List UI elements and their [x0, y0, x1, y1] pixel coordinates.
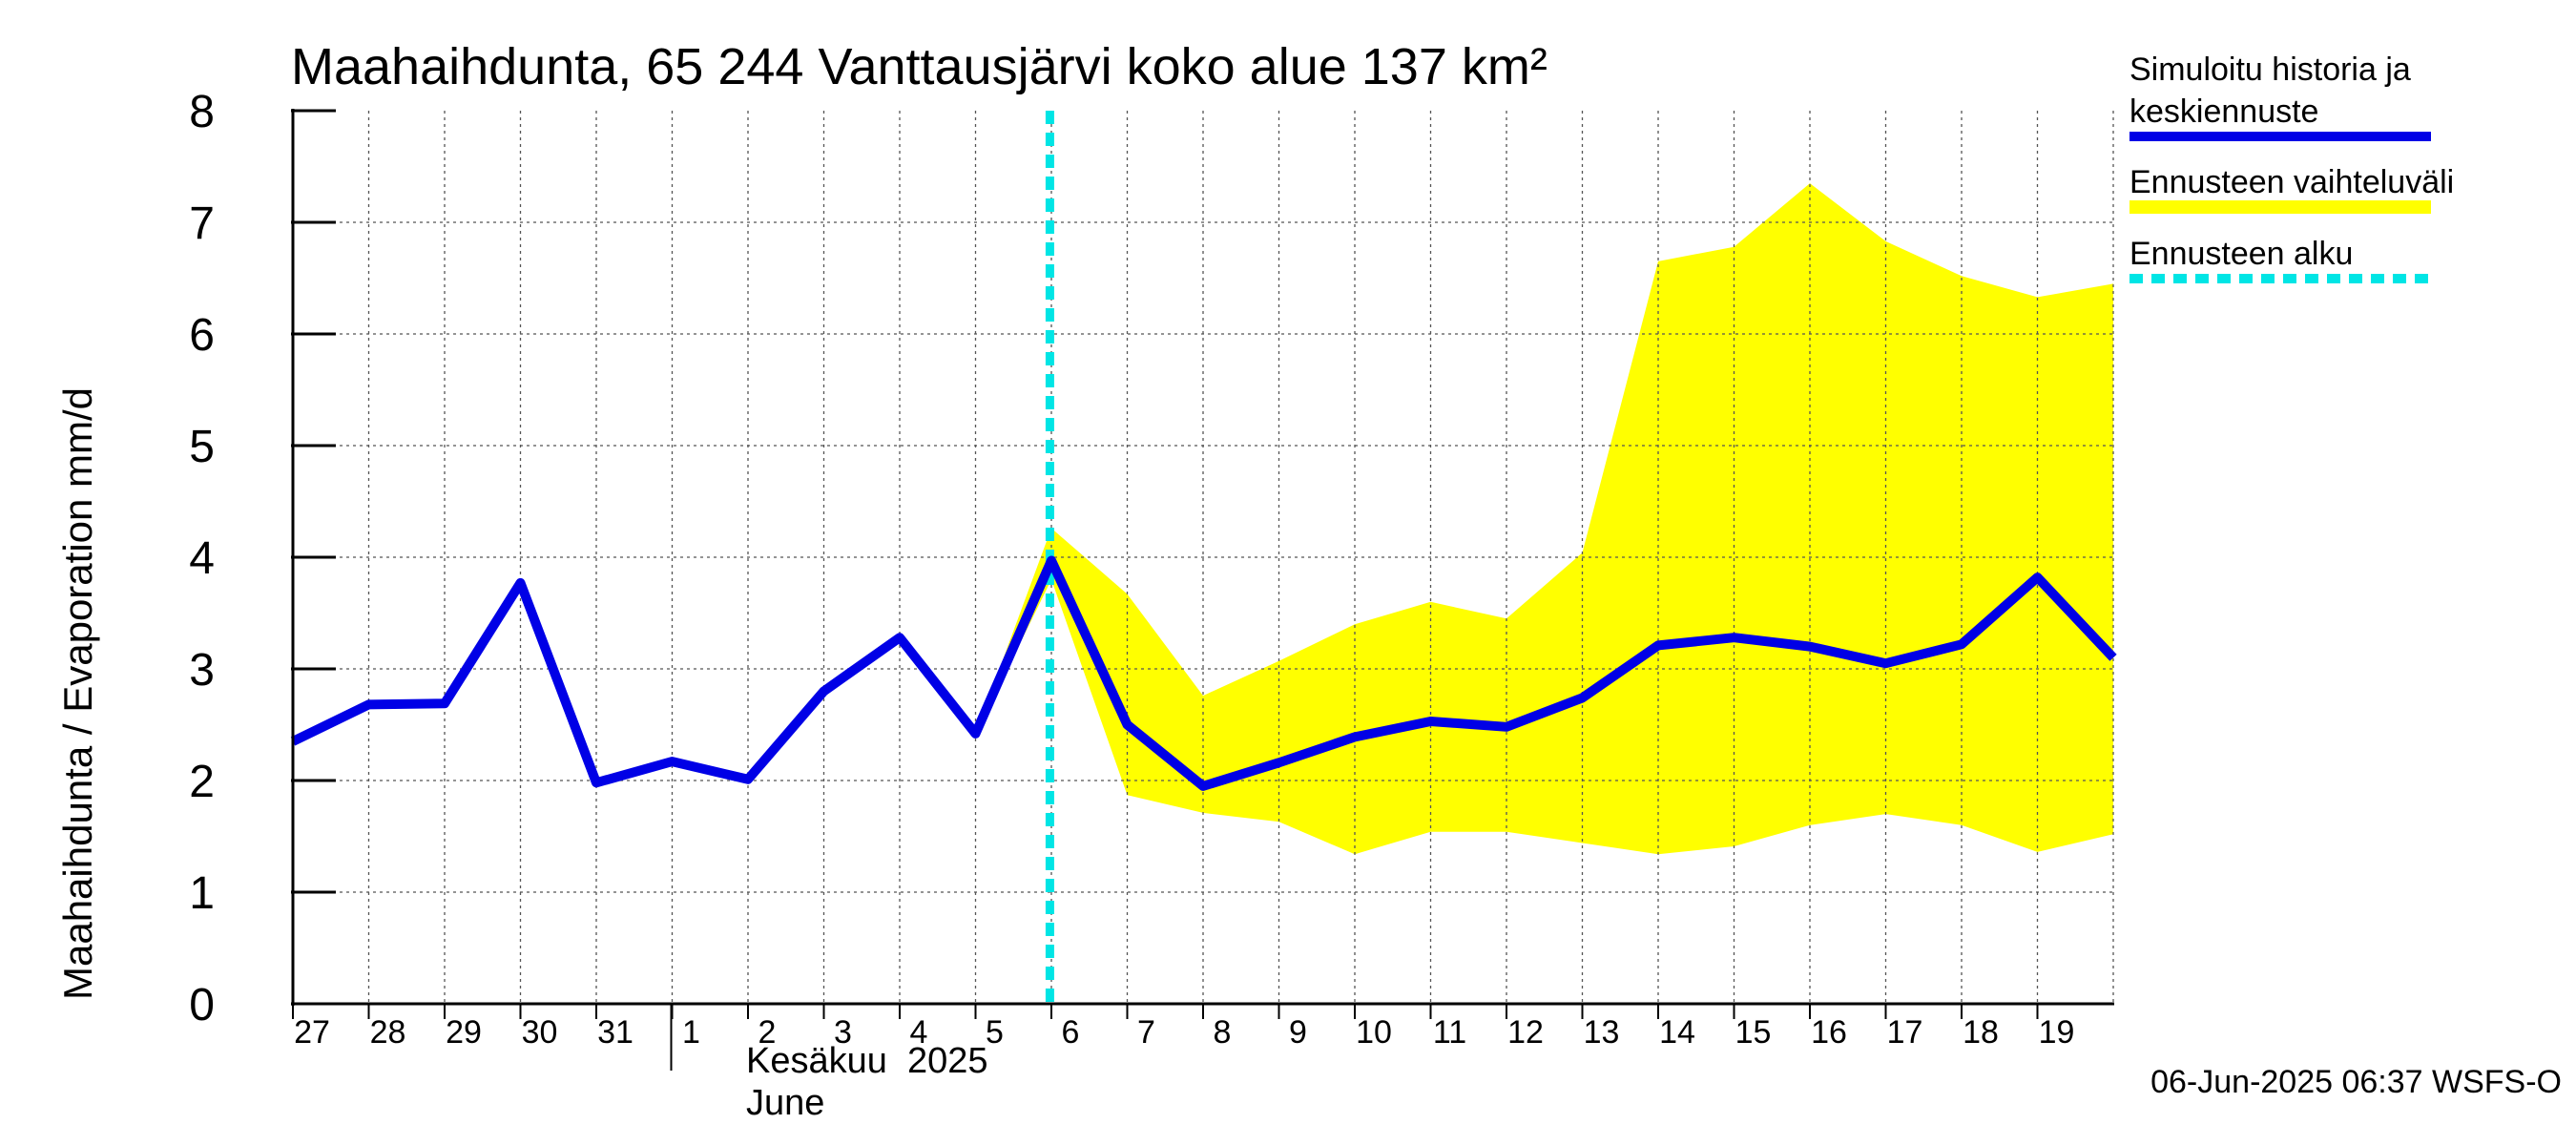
x-tick-label: 12	[1507, 1014, 1544, 1051]
y-tick-label: 6	[189, 310, 215, 361]
legend-band-label: Ennusteen vaihteluväli	[2129, 164, 2454, 200]
legend: Simuloitu historia ja keskiennuste Ennus…	[2129, 52, 2454, 283]
y-tick-label: 4	[189, 533, 215, 584]
x-tick-label: 3	[834, 1014, 852, 1051]
month-label-english: June	[746, 1083, 824, 1123]
x-tick-label: 14	[1659, 1014, 1695, 1051]
x-tick-label: 28	[370, 1014, 406, 1051]
x-tick-label: 27	[294, 1014, 330, 1051]
y-tick-label: 2	[189, 757, 215, 807]
chart-title: Maahaihdunta, 65 244 Vanttausjärvi koko …	[291, 38, 1548, 95]
x-tick-label: 4	[910, 1014, 928, 1051]
y-axis-label: Maahaihdunta / Evaporation mm/d	[55, 387, 100, 1000]
legend-start-label: Ennusteen alku	[2129, 236, 2353, 272]
x-tick-label: 18	[1963, 1014, 1999, 1051]
x-tick-label: 7	[1137, 1014, 1155, 1051]
x-tick-label: 8	[1214, 1014, 1232, 1051]
legend-sim-label-line2: keskiennuste	[2129, 94, 2318, 130]
x-tick-label: 2	[758, 1014, 777, 1051]
y-tick-label: 1	[189, 868, 215, 919]
y-tick-label: 8	[189, 87, 215, 137]
axes	[291, 109, 2114, 1071]
timestamp-label: 06-Jun-2025 06:37 WSFS-O	[2150, 1064, 2562, 1100]
series-line-simulated	[290, 555, 2117, 791]
legend-sim-label-line1: Simuloitu historia ja	[2129, 52, 2411, 88]
x-tick-label: 30	[522, 1014, 558, 1051]
series-layer	[290, 111, 2117, 1004]
x-tick-label: 29	[446, 1014, 482, 1051]
x-tick-label: 10	[1356, 1014, 1392, 1051]
y-tick-label: 5	[189, 422, 215, 472]
x-tick-label: 5	[986, 1014, 1004, 1051]
y-tick-label: 7	[189, 198, 215, 249]
x-tick-label: 13	[1584, 1014, 1620, 1051]
x-tick-label: 11	[1433, 1014, 1466, 1051]
x-tick-label: 15	[1735, 1014, 1772, 1051]
x-tick-label: 31	[597, 1014, 634, 1051]
x-tick-label: 16	[1811, 1014, 1847, 1051]
y-tick-label: 0	[189, 980, 215, 1030]
x-tick-label: 19	[2039, 1014, 2075, 1051]
gridlines	[293, 111, 2114, 1004]
x-tick-label: 1	[682, 1014, 700, 1051]
x-tick-label: 9	[1289, 1014, 1307, 1051]
x-tick-label: 17	[1887, 1014, 1923, 1051]
y-tick-label: 3	[189, 645, 215, 696]
x-tick-label: 6	[1062, 1014, 1080, 1051]
month-label-finnish: Kesäkuu 2025	[746, 1041, 988, 1081]
